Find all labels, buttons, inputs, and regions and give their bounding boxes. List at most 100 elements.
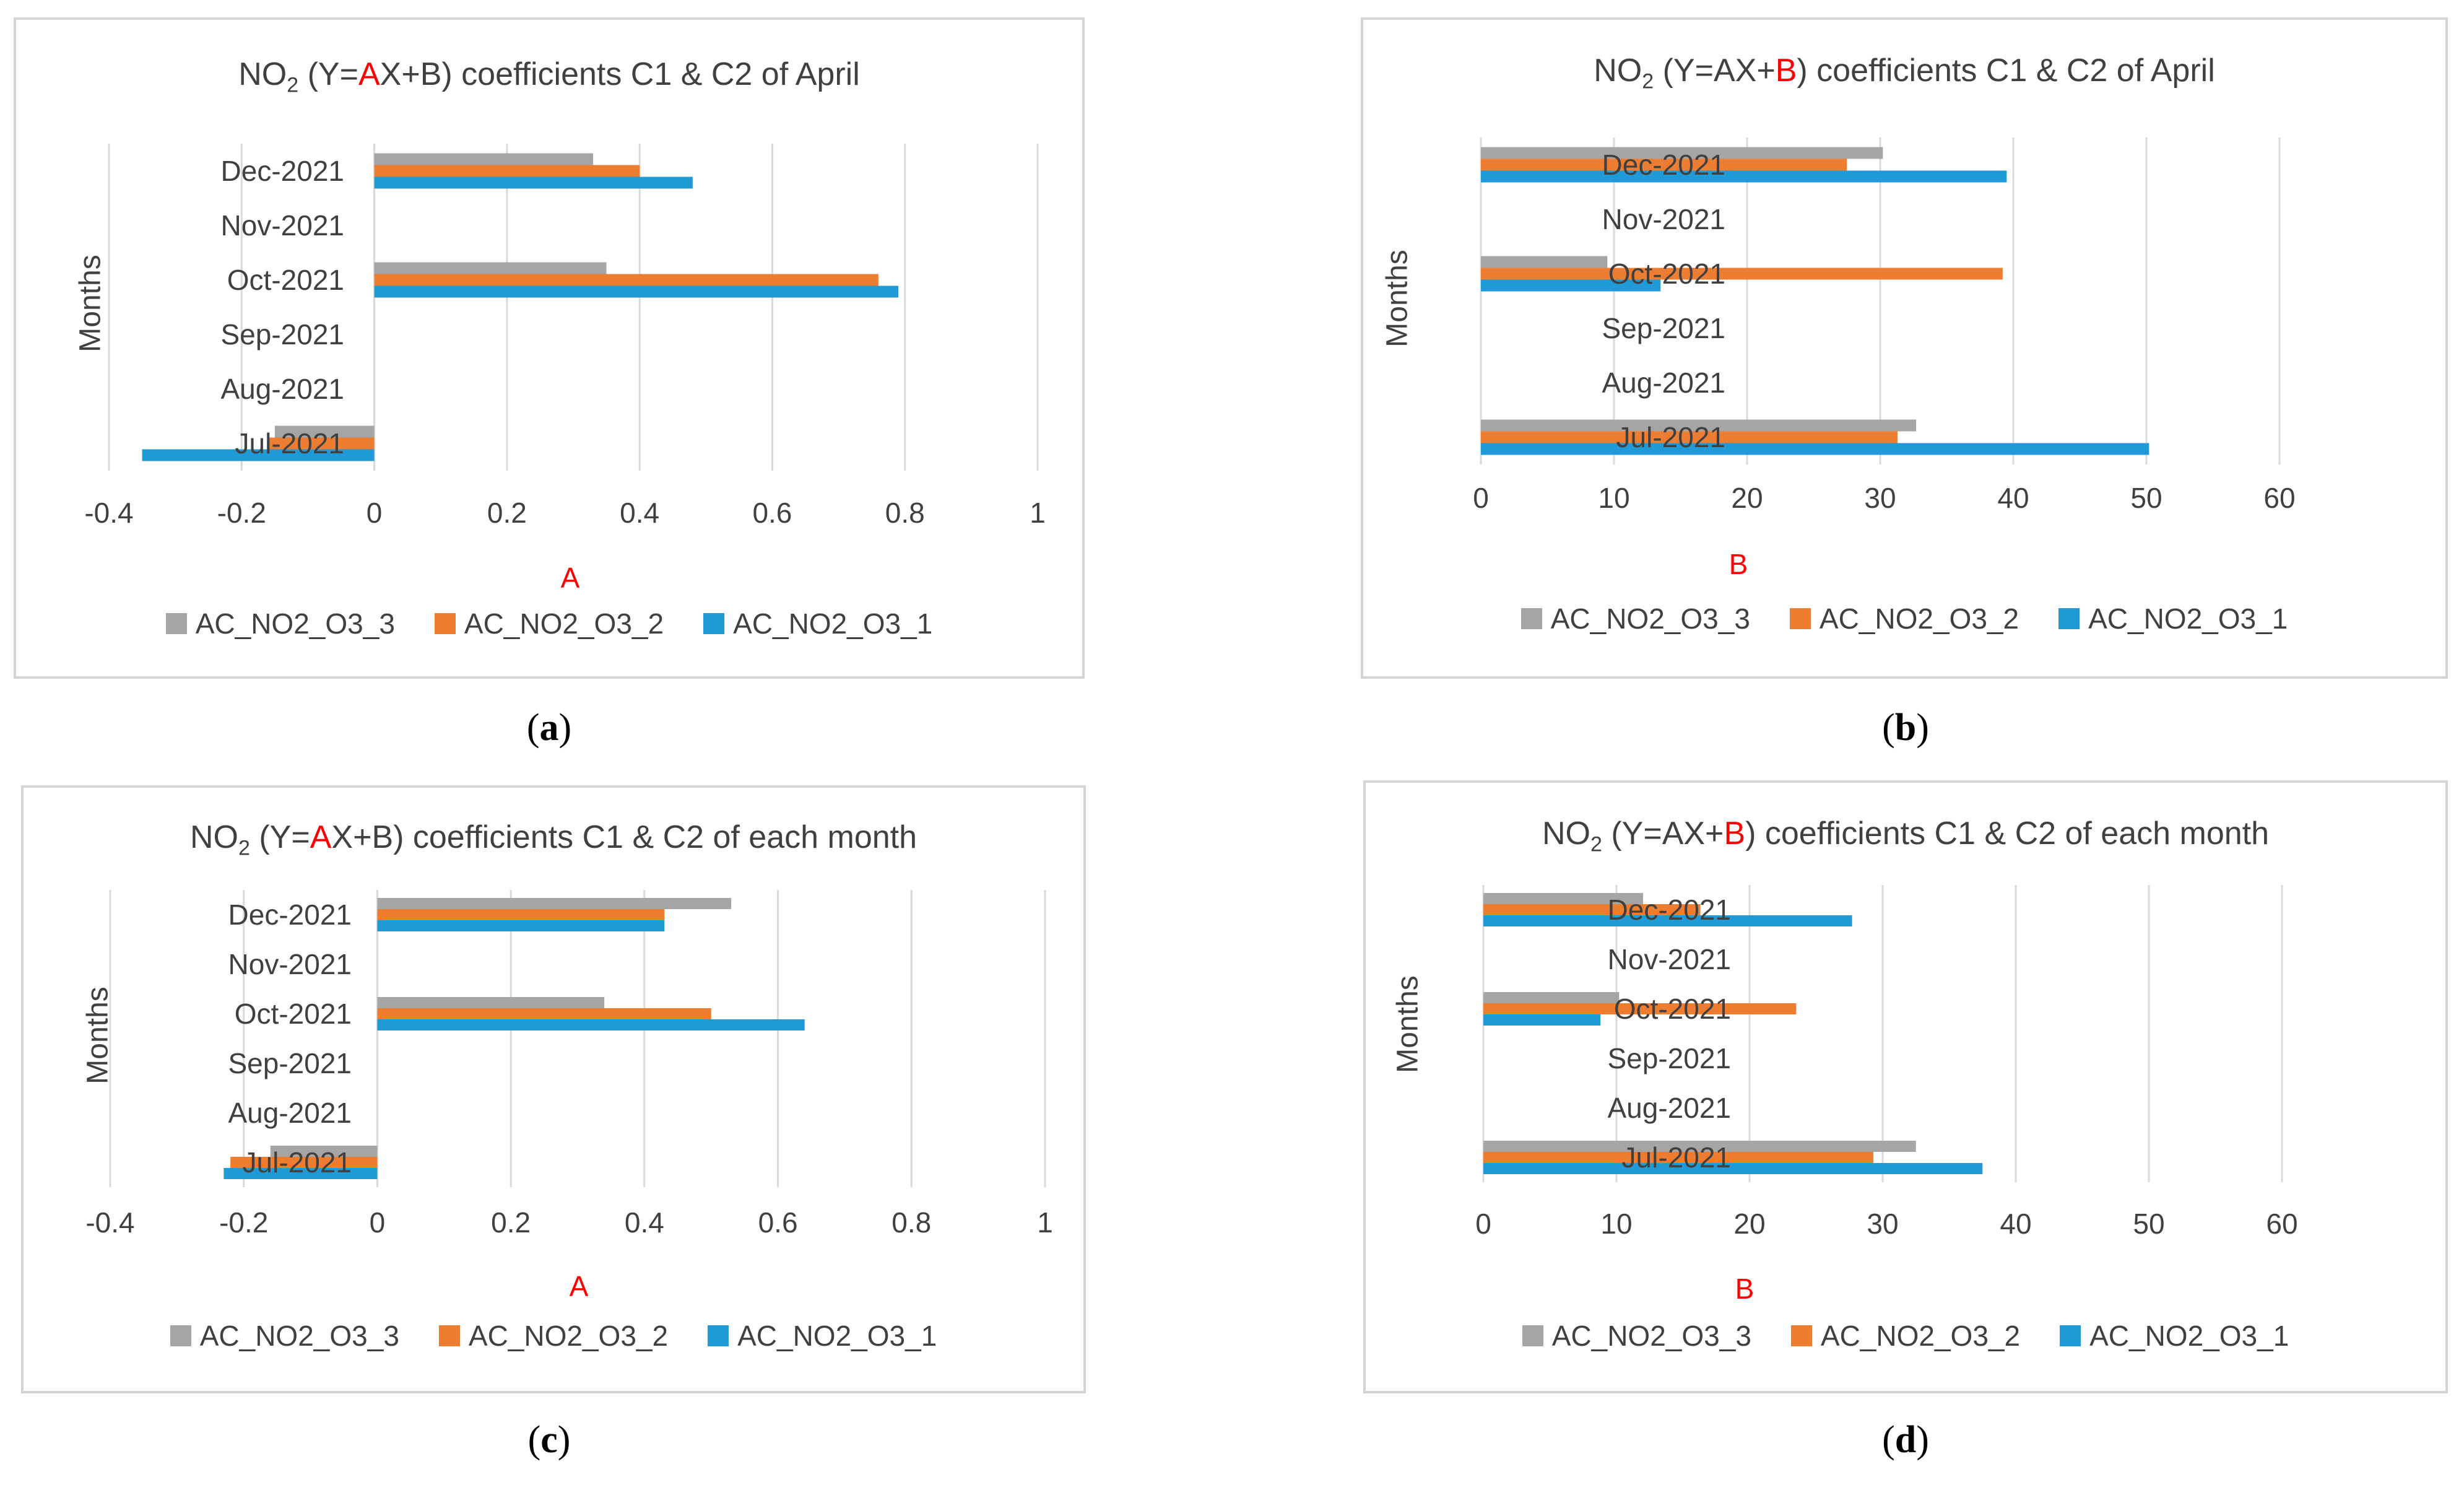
x-tick-label: 0.6 <box>752 497 792 529</box>
y-category-label: Jul-2021 <box>235 427 344 460</box>
x-tick-label: 0.8 <box>885 497 925 529</box>
legend-label: AC_NO2_O3_1 <box>733 608 933 640</box>
x-tick-label: 0.8 <box>891 1206 931 1239</box>
legend: AC_NO2_O3_3 AC_NO2_O3_2 AC_NO2_O3_1 <box>1363 602 2445 635</box>
bar-ac-no2-o3-2 <box>268 437 375 450</box>
bar-ac-no2-o3-2 <box>1483 1152 1873 1163</box>
bar-ac-no2-o3-2 <box>374 165 640 177</box>
x-tick-label: 0.4 <box>625 1206 664 1239</box>
y-category-label: Nov-2021 <box>221 209 344 242</box>
y-category-label: Sep-2021 <box>1608 1042 1732 1074</box>
x-tick-label: 0 <box>370 1206 386 1239</box>
y-category-label: Sep-2021 <box>1602 312 1726 344</box>
y-category-label: Nov-2021 <box>228 948 352 980</box>
chart-panel-a: NO2 (Y=AX+B) coefficients C1 & C2 of Apr… <box>14 17 1085 679</box>
chart-title: NO2 (Y=AX+B) coefficients C1 & C2 of eac… <box>189 819 917 860</box>
legend-item: AC_NO2_O3_3 <box>165 607 395 640</box>
x-tick-label: 0 <box>1475 1208 1491 1240</box>
legend-label: AC_NO2_O3_1 <box>737 1320 937 1352</box>
bar-ac-no2-o3-1 <box>377 920 665 931</box>
x-tick-label: 0.4 <box>620 497 659 529</box>
legend-label: AC_NO2_O3_3 <box>199 1320 399 1352</box>
y-category-label: Sep-2021 <box>228 1047 352 1079</box>
y-category-label: Oct-2021 <box>1614 993 1731 1025</box>
y-category-label: Nov-2021 <box>1602 203 1725 235</box>
chart-title: NO2 (Y=AX+B) coefficients C1 & C2 of eac… <box>1542 816 2270 856</box>
chart-panel-c: NO2 (Y=AX+B) coefficients C1 & C2 of eac… <box>21 785 1086 1393</box>
bar-ac-no2-o3-1 <box>1483 1014 1601 1026</box>
bar-ac-no2-o3-1 <box>223 1168 378 1179</box>
legend-label: AC_NO2_O3_3 <box>1551 1320 1751 1352</box>
x-tick-label: 50 <box>2130 482 2162 514</box>
legend-swatch <box>1789 608 1811 629</box>
legend-swatch <box>165 613 187 634</box>
legend-swatch <box>1520 608 1542 629</box>
legend-item: AC_NO2_O3_2 <box>434 607 664 640</box>
caption-a: (a) <box>526 707 572 749</box>
plot-area: -0.4 -0.2 0 0.2 0.4 0.6 0.8 1 Dec-2021 Nov-2021 Oc… <box>84 144 1046 529</box>
plot-area: 0 10 20 30 40 50 60 Dec-2021 Nov-2021 Oct-2021 Sep… <box>1475 885 2298 1240</box>
bar-ac-no2-o3-3 <box>377 898 732 909</box>
bar-ac-no2-o3-2 <box>1481 431 1898 443</box>
bar-ac-no2-o3-1 <box>1481 279 1661 292</box>
legend-item: AC_NO2_O3_1 <box>708 1319 937 1353</box>
bar-ac-no2-o3-1 <box>374 285 898 298</box>
y-category-label: Jul-2021 <box>243 1146 352 1178</box>
y-category-label: Aug-2021 <box>1602 367 1726 399</box>
bar-ac-no2-o3-2 <box>230 1157 378 1168</box>
bar-ac-no2-o3-1 <box>142 449 375 461</box>
y-category-label: Aug-2021 <box>1608 1092 1732 1124</box>
y-category-label: Jul-2021 <box>1616 421 1725 453</box>
caption-c: (c) <box>527 1419 571 1461</box>
bar-ac-no2-o3-1 <box>1481 170 2007 183</box>
legend: AC_NO2_O3_3 AC_NO2_O3_2 AC_NO2_O3_1 <box>16 607 1082 640</box>
x-tick-label: -0.4 <box>84 497 133 529</box>
x-axis-label: B <box>1735 1273 1755 1305</box>
chart-title: NO2 (Y=AX+B) coefficients C1 & C2 of Apr… <box>1594 53 2215 94</box>
legend-swatch <box>1522 1325 1543 1346</box>
legend: AC_NO2_O3_3 AC_NO2_O3_2 AC_NO2_O3_1 <box>1366 1319 2445 1353</box>
bar-ac-no2-o3-3 <box>377 997 605 1008</box>
x-tick-label: 10 <box>1600 1208 1632 1240</box>
caption-d: (d) <box>1882 1419 1929 1461</box>
bar-ac-no2-o3-2 <box>377 1008 711 1019</box>
legend-swatch <box>438 1325 460 1346</box>
x-tick-label: 20 <box>1731 482 1763 514</box>
bar-ac-no2-o3-3 <box>1481 147 1883 159</box>
legend-item: AC_NO2_O3_2 <box>1790 1319 2021 1353</box>
y-category-label: Jul-2021 <box>1622 1141 1731 1174</box>
x-tick-label: -0.4 <box>85 1206 134 1239</box>
y-category-label: Dec-2021 <box>228 899 352 931</box>
bar-ac-no2-o3-1 <box>1483 1163 1983 1174</box>
bar-ac-no2-o3-1 <box>374 176 693 189</box>
legend-swatch <box>434 613 456 634</box>
x-tick-label: 0 <box>367 497 383 529</box>
y-category-label: Oct-2021 <box>1608 258 1725 290</box>
y-category-label: Aug-2021 <box>228 1097 352 1129</box>
bar-ac-no2-o3-2 <box>1481 159 1847 171</box>
y-category-label: Dec-2021 <box>221 155 344 187</box>
x-tick-label: 0 <box>1473 482 1489 514</box>
plot-area: 0 10 20 30 40 50 60 Dec-2021 Nov-2021 Oct-2021 Sep… <box>1473 137 2296 514</box>
x-tick-label: 0.2 <box>491 1206 531 1239</box>
bar-ac-no2-o3-1 <box>1481 443 2149 455</box>
x-tick-label: 50 <box>2133 1208 2164 1240</box>
x-tick-label: 40 <box>2000 1208 2031 1240</box>
chart-title: NO2 (Y=AX+B) coefficients C1 & C2 of Apr… <box>238 56 860 97</box>
x-axis-label: A <box>569 1270 589 1302</box>
legend-item: AC_NO2_O3_3 <box>1522 1319 1751 1353</box>
bar-ac-no2-o3-2 <box>1483 1003 1797 1014</box>
chart-panel-b: NO2 (Y=AX+B) coefficients C1 & C2 of Apr… <box>1361 17 2448 679</box>
legend-swatch <box>170 1325 191 1346</box>
legend-label: AC_NO2_O3_2 <box>464 608 664 640</box>
legend: AC_NO2_O3_3 AC_NO2_O3_2 AC_NO2_O3_1 <box>24 1319 1083 1353</box>
legend-item: AC_NO2_O3_1 <box>703 607 932 640</box>
y-category-label: Dec-2021 <box>1608 894 1731 926</box>
bar-ac-no2-o3-1 <box>1483 915 1852 926</box>
x-tick-label: 0.6 <box>758 1206 798 1239</box>
legend-label: AC_NO2_O3_1 <box>2088 603 2288 635</box>
legend-label: AC_NO2_O3_2 <box>1820 1320 2021 1352</box>
bar-ac-no2-o3-3 <box>374 153 594 165</box>
bar-ac-no2-o3-3 <box>270 1146 378 1157</box>
x-tick-label: 10 <box>1598 482 1629 514</box>
